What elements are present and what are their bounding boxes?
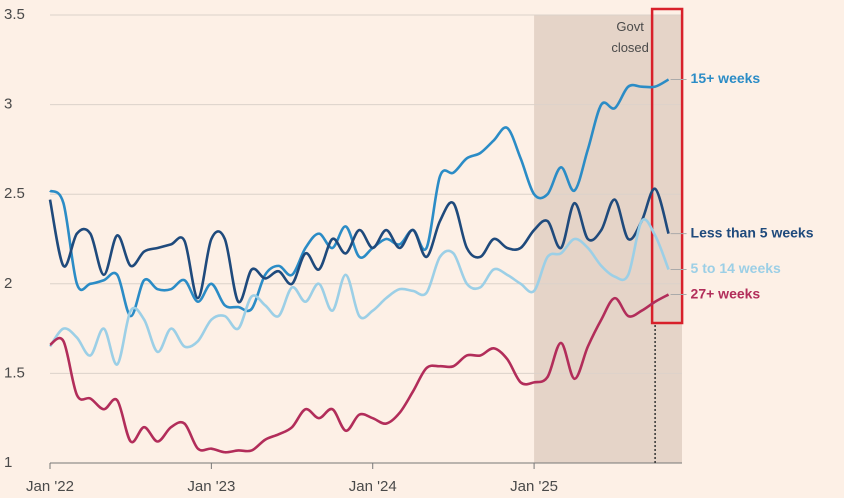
legend-label: Less than 5 weeks [691,224,814,240]
y-tick-label: 2 [4,275,12,292]
y-tick-label: 3.5 [4,6,25,23]
x-tick-label: Jan '23 [187,478,235,495]
y-tick-label: 1.5 [4,364,25,381]
x-tick-label: Jan '25 [510,478,558,495]
series-line [49,78,670,318]
annotation-text: Govt closed [611,19,649,55]
highlight-box [650,7,684,325]
y-tick-label: 3 [4,96,12,113]
legend-label: 5 to 14 weeks [691,260,781,276]
y-tick-label: 2.5 [4,185,25,202]
legend-label: 15+ weeks [691,70,761,86]
series-line [48,218,670,366]
y-tick-label: 1 [4,454,12,471]
series-line [48,187,670,304]
x-tick-label: Jan '24 [349,478,397,495]
x-tick-label: Jan '22 [26,478,74,495]
series-line [49,293,670,454]
legend-label: 27+ weeks [691,285,761,301]
